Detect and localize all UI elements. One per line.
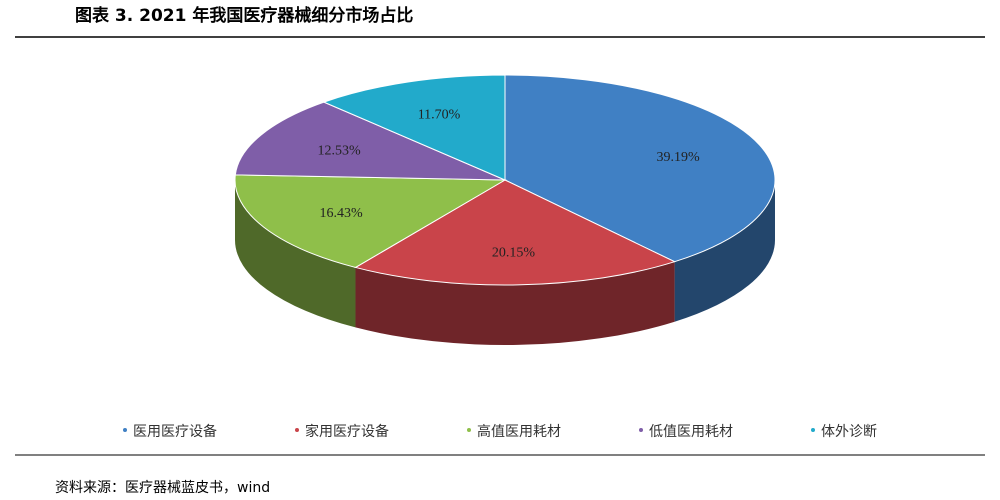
- legend-label: 医用医疗设备: [133, 423, 217, 440]
- data-label: 12.53%: [317, 143, 361, 158]
- source: 资料来源：医疗器械蓝皮书，wind: [55, 480, 270, 496]
- slice: [234, 101, 506, 181]
- slice: [504, 74, 776, 263]
- data-label: 11.70%: [418, 107, 461, 122]
- legend-label: 高值医用耗材: [477, 423, 561, 440]
- slice-side: [674, 180, 775, 322]
- slice: [354, 179, 676, 286]
- legend-label: 家用医疗设备: [305, 423, 389, 440]
- slice-side: [235, 180, 356, 328]
- slice: [322, 74, 506, 181]
- chart-title: 图表 3. 2021 年我国医疗器械细分市场占比: [75, 5, 413, 26]
- data-label: 16.43%: [320, 206, 364, 221]
- slice: [234, 174, 507, 268]
- slice-side: [355, 261, 675, 345]
- data-label: 20.15%: [492, 245, 536, 260]
- legend-marker: [811, 428, 815, 432]
- legend-marker: [123, 428, 127, 432]
- data-label: 39.19%: [657, 150, 701, 165]
- legend-marker: [295, 428, 299, 432]
- legend-label: 低值医用耗材: [649, 424, 733, 440]
- legend-marker: [467, 428, 471, 432]
- legend-marker: [639, 428, 643, 432]
- legend-label: 体外诊断: [821, 424, 877, 440]
